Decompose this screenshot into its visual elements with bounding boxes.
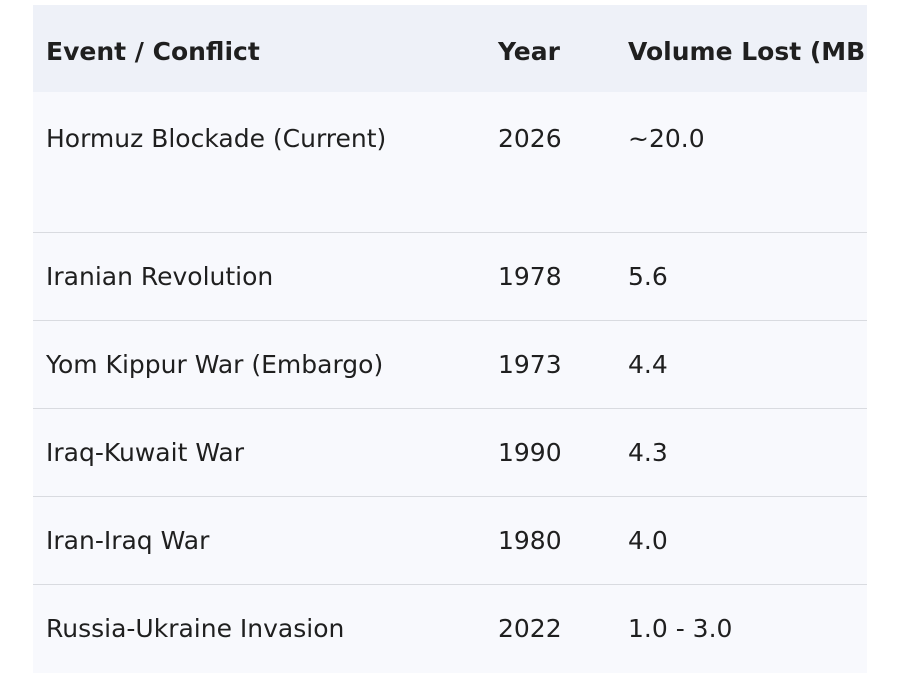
table-cell: Iraq-Kuwait War bbox=[46, 438, 245, 467]
table-cell: ~20.0 bbox=[628, 124, 705, 153]
header-cell: Year bbox=[498, 37, 560, 66]
table-cell: 1973 bbox=[498, 350, 562, 379]
table-row: Iranian Revolution 1978 5.6 bbox=[33, 233, 867, 321]
table-cell: 2022 bbox=[498, 614, 562, 643]
table-row: Russia-Ukraine Invasion 2022 1.0 - 3.0 bbox=[33, 585, 867, 673]
table-cell: Russia-Ukraine Invasion bbox=[46, 614, 345, 643]
table-cell: 5.6 bbox=[628, 262, 668, 291]
table-cell: Iran-Iraq War bbox=[46, 526, 210, 555]
table-cell: 1.0 - 3.0 bbox=[628, 614, 733, 643]
table-cell: 4.4 bbox=[628, 350, 668, 379]
table-row: Hormuz Blockade (Current) 2026 ~20.0 bbox=[33, 92, 867, 233]
table: Event / Conflict Year Volume Lost (MBP Horm… bbox=[33, 5, 867, 673]
table-cell: 1978 bbox=[498, 262, 562, 291]
table-cell: Iranian Revolution bbox=[46, 262, 274, 291]
table-row: Iraq-Kuwait War 1990 4.3 bbox=[33, 409, 867, 497]
table-cell: 4.0 bbox=[628, 526, 668, 555]
table-cell: 1980 bbox=[498, 526, 562, 555]
table-cell: 1990 bbox=[498, 438, 562, 467]
header-cell: Event / Conflict bbox=[46, 37, 260, 66]
header-row: Event / Conflict Year Volume Lost (MBP bbox=[33, 5, 867, 92]
table-row: Iran-Iraq War 1980 4.0 bbox=[33, 497, 867, 585]
table-row: Yom Kippur War (Embargo) 1973 4.4 bbox=[33, 321, 867, 409]
table-cell: Hormuz Blockade (Current) bbox=[46, 124, 387, 153]
table-cell: 2026 bbox=[498, 124, 562, 153]
table-cell: Yom Kippur War (Embargo) bbox=[46, 350, 384, 379]
table-cell: 4.3 bbox=[628, 438, 668, 467]
header-cell: Volume Lost (MBP bbox=[628, 37, 867, 66]
